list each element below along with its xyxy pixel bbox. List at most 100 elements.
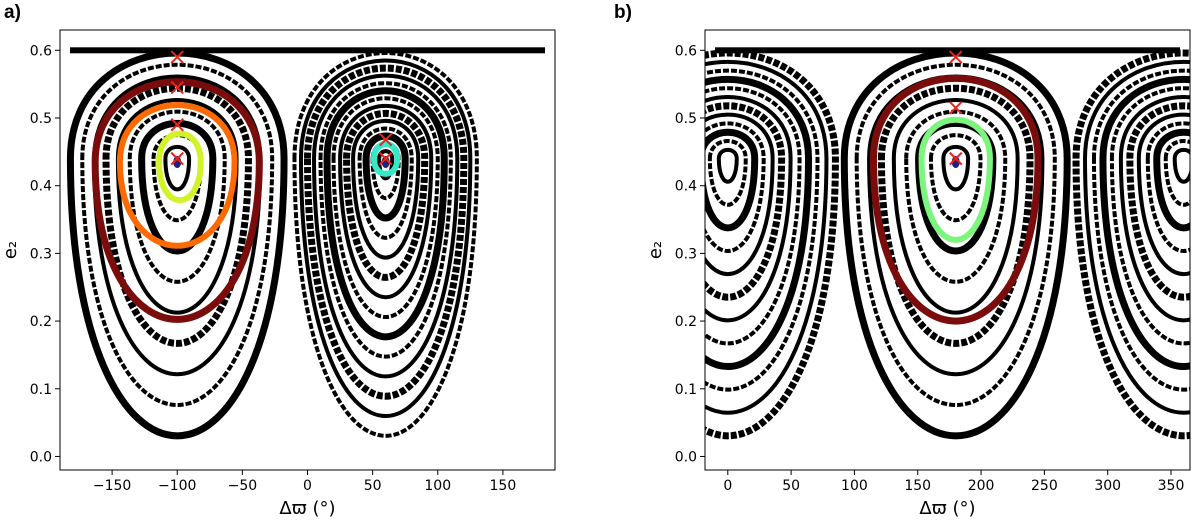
level-curve [705,121,766,253]
x-marker [170,151,184,166]
level-curve [854,62,1057,408]
level-curve [705,75,813,370]
orbit-series-dark_red [869,74,1042,325]
orbit-series-orange [116,102,238,249]
level-curve [891,98,1020,315]
level-curve [102,84,252,347]
level-curve [1145,121,1190,253]
x-marker [949,151,963,166]
level-curve [716,147,739,184]
level-curve [705,49,839,440]
level-curve [318,81,453,359]
x-marker [378,151,393,166]
level-curve [915,120,997,255]
plot-frame [704,29,1191,471]
level-curve [877,84,1034,347]
x-tick-label: −150 [93,478,131,494]
y-tick-label: 0.5 [30,111,52,127]
x-tick-label: 50 [364,478,382,494]
top-band [715,47,1180,54]
y-tick-label: 0.3 [675,246,697,262]
orbit-series-cyan [370,141,401,177]
level-curve [127,109,227,284]
level-curve [292,51,479,438]
x-tick-label: 0 [723,478,732,494]
level-curve [705,112,775,277]
level-curve [1172,147,1190,184]
level-curve [1109,86,1190,346]
x-tick-label: −50 [228,478,258,494]
level-curve [312,73,460,379]
x-axis-label: Δϖ (°) [279,498,335,519]
x-tick-label: 300 [1094,478,1121,494]
x-tick-label: 200 [968,478,995,494]
level-curve [343,110,429,281]
y-axis-label: e₂ [0,241,21,259]
level-curve [331,96,440,319]
orbit-series-light_green [918,116,993,243]
y-tick-label: 0.2 [675,314,697,330]
level-curve [138,120,217,255]
y-tick-label: 0.4 [30,179,52,195]
level-curve [840,49,1071,440]
level-curve [705,86,802,346]
y-tick-label: 0.3 [30,246,52,262]
level-curve [115,98,239,315]
level-curve [705,95,793,323]
x-tick-label: 100 [841,478,868,494]
y-tick-label: 0.1 [30,382,52,398]
level-curve [705,102,786,301]
level-curve [1072,49,1190,440]
x-marker [378,132,393,147]
chart-panel-a: −150 −100 −50 0 50 100 150 0.0 0.1 0.2 0.3 0.4 0.5 0.… [0,29,556,519]
level-curve [80,62,275,408]
level-curve [1126,102,1190,301]
level-curve [705,59,829,415]
level-curve [1091,68,1190,392]
y-axis-label: e₂ [645,241,666,259]
x-marker [170,118,184,132]
level-curve [357,126,414,240]
x-tick-label: 100 [424,478,451,494]
center-dot-marker [951,156,960,168]
panel-label-b: b) [614,2,632,23]
level-curve [338,103,434,300]
y-tick-label: 0.5 [675,111,697,127]
x-tick-label: 250 [1031,478,1058,494]
plot-area [66,47,545,440]
level-curve [303,64,468,400]
x-marker [170,50,184,64]
y-tick-label: 0.1 [675,382,697,398]
level-curve [92,74,263,377]
level-curve [1163,139,1190,207]
x-axis-label: Δϖ (°) [919,498,975,519]
y-tick-label: 0.6 [675,43,697,59]
x-tick-label: 350 [1158,478,1185,494]
level-curve [163,144,192,192]
x-tick-label: 150 [490,478,517,494]
x-marker [170,80,184,95]
level-curve [323,87,448,341]
level-curve [707,139,748,207]
x-tick-label: 150 [904,478,931,494]
level-curve [705,128,759,232]
level-curve [351,119,421,260]
orbit-series-yellow_green [155,130,204,204]
level-curve [1136,112,1190,277]
plot-area [705,47,1190,440]
top-band [70,47,545,54]
level-curve [66,49,288,440]
y-tick-label: 0.0 [30,449,52,465]
center-dot-marker [381,156,390,168]
level-curve [904,109,1008,284]
level-curve [1153,128,1190,232]
x-tick-label: −100 [158,478,196,494]
y-tick-label: 0.4 [675,179,697,195]
level-curve [1099,75,1190,370]
x-marker [949,50,963,64]
level-curve [362,132,409,222]
panel-label-a: a) [4,2,21,23]
x-marker [949,101,963,115]
level-curve [1082,59,1190,415]
